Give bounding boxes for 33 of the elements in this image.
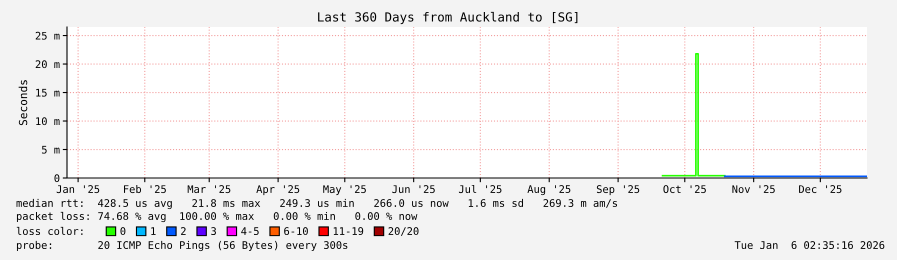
legend-label: 20/20 xyxy=(388,227,419,236)
y-tick-label: 15 m xyxy=(36,88,60,97)
text: probe: 20 ICMP Echo Pings (56 Bytes) every 300s xyxy=(16,240,348,252)
x-tick-label: Jan '25 xyxy=(56,185,100,194)
x-tick-label: Oct '25 xyxy=(663,185,706,194)
x-tick-label: Mar '25 xyxy=(188,185,230,194)
x-tick-label: Nov '25 xyxy=(732,185,775,194)
y-axis-title: Seconds xyxy=(18,80,28,126)
y-tick-label: 5 m xyxy=(42,146,60,154)
y-tick-label: 10 m xyxy=(36,117,60,126)
y-tick-label: 0 xyxy=(54,174,60,182)
legend-label: 2 xyxy=(181,227,186,235)
x-tick-label: Dec '25 xyxy=(799,185,842,194)
legend-label: 6-10 xyxy=(284,227,308,236)
x-tick-label: May '25 xyxy=(323,185,366,196)
text: packet loss: 74.68 % avg 100.00 % max 0.00 % min 0.00 % now xyxy=(16,212,418,222)
x-tick-label: Sep '25 xyxy=(596,185,640,196)
legend-label: 0 xyxy=(120,227,126,236)
legend-label: 11-19 xyxy=(334,227,364,236)
legend-label: 4-5 xyxy=(241,227,259,236)
text: median rtt: 428.5 us avg 21.8 ms max 249.3 us min 266.0 us now 1.6 ms sd 269.3 m am/s xyxy=(16,198,618,210)
x-tick-label: Aug '25 xyxy=(527,185,570,196)
x-tick-label: Jun '25 xyxy=(392,185,435,194)
text: Tue Jan 6 02:35:16 2026 xyxy=(734,241,884,250)
y-tick-label: 20 m xyxy=(36,60,60,68)
legend-label: 3 xyxy=(211,227,216,236)
chart-title: Last 360 Days from Auckland to [SG] xyxy=(318,12,578,24)
x-tick-label: Jul '25 xyxy=(458,184,502,194)
y-tick-label: 25 m xyxy=(36,32,60,40)
legend-title: loss color: xyxy=(16,226,82,236)
legend-label: 1 xyxy=(151,227,156,235)
x-tick-label: Apr '25 xyxy=(256,185,300,196)
x-tick-label: Feb '25 xyxy=(124,185,166,194)
